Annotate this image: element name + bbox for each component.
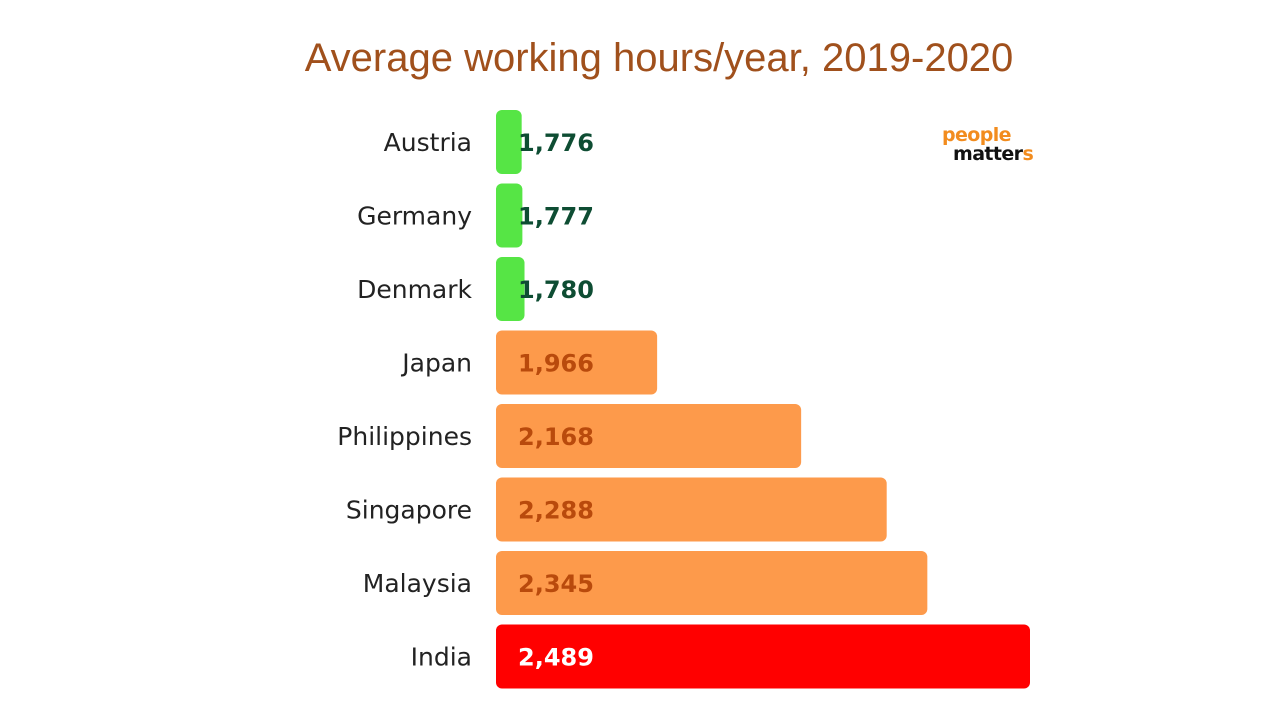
logo-line-2-main: matter bbox=[953, 143, 1023, 165]
value-label-japan: 1,966 bbox=[518, 350, 594, 378]
category-label-denmark: Denmark bbox=[357, 275, 472, 304]
value-label-philippines: 2,168 bbox=[518, 423, 594, 451]
chart-title: Average working hours/year, 2019-2020 bbox=[304, 36, 1014, 80]
category-label-germany: Germany bbox=[357, 202, 472, 231]
category-label-japan: Japan bbox=[400, 349, 472, 378]
value-label-germany: 1,777 bbox=[518, 203, 594, 231]
category-label-malaysia: Malaysia bbox=[363, 569, 472, 598]
bar-malaysia bbox=[496, 551, 928, 615]
category-label-philippines: Philippines bbox=[337, 422, 472, 451]
value-label-malaysia: 2,345 bbox=[518, 570, 594, 598]
labels-group: Austria 1,776 Germany 1,777 Denmark 1,780 Japa… bbox=[337, 128, 594, 672]
bar-germany bbox=[496, 183, 523, 248]
logo-line-2: matters bbox=[953, 143, 1034, 165]
value-label-austria: 1,776 bbox=[518, 129, 594, 157]
bars-group bbox=[496, 110, 1030, 689]
category-label-india: India bbox=[411, 643, 472, 672]
value-label-denmark: 1,780 bbox=[518, 276, 594, 304]
value-label-singapore: 2,288 bbox=[518, 497, 594, 525]
bar-denmark bbox=[496, 257, 525, 321]
value-label-india: 2,489 bbox=[518, 644, 594, 672]
bar-austria bbox=[496, 110, 522, 174]
bar-japan bbox=[496, 330, 658, 395]
bar-singapore bbox=[496, 477, 887, 542]
people-matters-logo: people matters bbox=[942, 124, 1034, 165]
bar-india bbox=[496, 624, 1030, 689]
logo-line-1: people bbox=[942, 124, 1012, 146]
category-label-austria: Austria bbox=[384, 128, 472, 157]
bar-philippines bbox=[496, 404, 802, 468]
logo-line-2-accent: s bbox=[1022, 143, 1034, 165]
category-label-singapore: Singapore bbox=[346, 496, 472, 525]
